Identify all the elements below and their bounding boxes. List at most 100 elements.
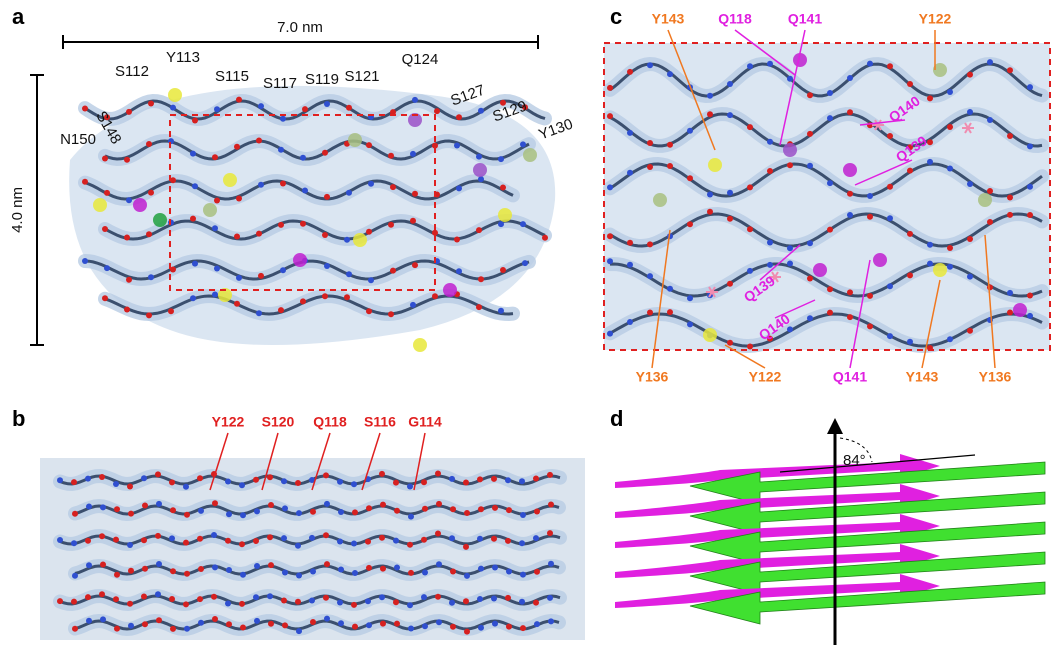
atom [388,311,394,318]
atom [254,508,260,515]
atom [102,226,108,232]
side-chain [93,198,107,212]
atom [296,628,302,635]
residue-label: S115 [215,68,249,85]
backbone [84,179,514,201]
atom [436,500,442,507]
scale-label: 7.0 nm [277,19,323,36]
atom [492,504,498,511]
atom [309,477,315,483]
atom [450,506,456,513]
atom [548,560,554,567]
atom [407,541,413,548]
atom [239,482,245,489]
atom [226,511,232,518]
atom [787,260,793,267]
side-chain [408,113,422,127]
atom [322,293,328,300]
side-chain [933,263,947,277]
atom [534,568,540,575]
atom [256,137,262,144]
atom [506,507,512,514]
side-chain [473,163,487,177]
atom [478,565,484,572]
pointer [921,279,941,369]
atom [542,234,548,241]
atom [464,628,470,635]
atom [281,535,287,542]
atom [412,190,418,197]
atom [212,154,218,161]
atom [847,289,853,296]
residue-label: Y136 [979,369,1012,385]
atom [787,245,793,252]
residue-label: Q118 [313,414,347,430]
atom [368,277,374,284]
atom [463,543,469,550]
atom [520,221,526,228]
atom [141,537,147,544]
atom [747,63,753,70]
atom [390,109,396,116]
atom [212,291,218,298]
atom [126,276,132,283]
atom [987,59,993,66]
atom [379,534,385,541]
atom [170,266,176,273]
atom [767,60,773,67]
residue-label: Y113 [166,49,200,66]
atom [267,474,273,481]
atom [847,190,853,197]
atom [1007,194,1013,201]
atom [687,321,693,328]
atom [352,509,358,516]
pointer [724,344,766,369]
atom [253,476,259,483]
backbone [104,294,514,316]
atom [192,183,198,190]
atom [727,189,733,196]
atom [887,183,893,190]
atom [827,180,833,187]
atom [498,156,504,163]
atom [647,309,653,316]
atom [309,597,315,604]
atom [432,229,438,236]
atom [127,542,133,548]
pointer [849,259,871,369]
strand [615,514,940,548]
atom [1027,292,1033,299]
atom [394,564,400,571]
atom [337,538,343,545]
atom [295,598,301,605]
atom [351,481,357,488]
atom [421,594,427,601]
atom [464,572,470,579]
atom [190,215,196,222]
strand [689,551,1046,595]
atom [727,280,733,287]
atom [380,501,386,508]
pointer [984,234,996,369]
atom [282,622,288,629]
atom [281,478,287,485]
fibril-axis [779,454,976,473]
atom [148,189,154,196]
atom [747,226,753,233]
atom [155,471,161,478]
residue-label: Y122 [919,11,952,27]
residue-label: Q141 [788,11,822,27]
atom [114,571,120,578]
side-chain [203,203,217,217]
atom [226,567,232,573]
atom [1007,211,1013,218]
pointer [311,432,331,491]
atom [57,537,63,543]
atom [607,330,613,337]
atom [258,181,264,188]
atom [300,220,306,227]
atom [647,164,653,170]
atom [767,138,773,145]
atom [548,501,554,508]
atom [324,615,330,622]
